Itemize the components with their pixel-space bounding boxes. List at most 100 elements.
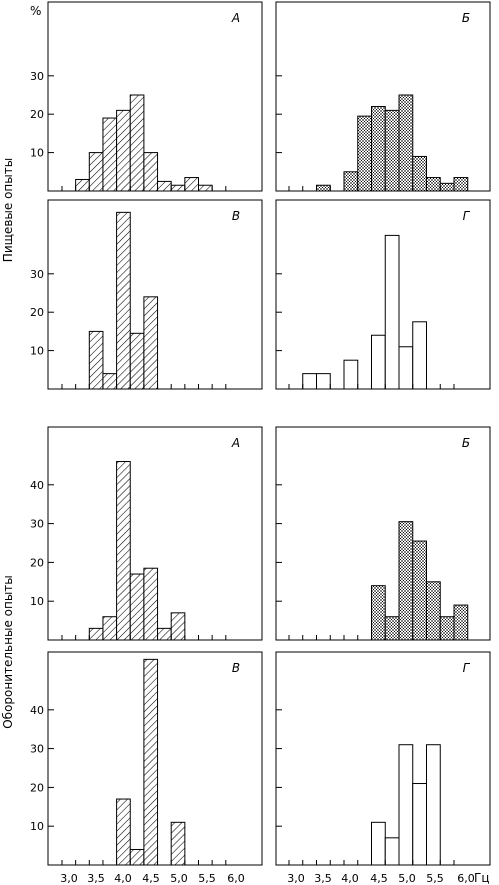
histogram-bar (75, 178, 90, 192)
histogram-bar (116, 109, 131, 192)
histogram-panel: Б (275, 1, 491, 192)
histogram-bar (426, 177, 441, 192)
histogram-bar (384, 616, 400, 641)
panel-label: Б (462, 436, 470, 450)
histogram-bar (198, 184, 213, 192)
histogram-bar (129, 573, 145, 641)
histogram-bar (371, 585, 386, 641)
histogram-bar (170, 612, 186, 641)
histogram-panel: Г (275, 199, 491, 390)
histogram-bar (371, 334, 386, 390)
histogram-bar (157, 627, 172, 641)
x-tick-label: 5,0 (170, 872, 188, 885)
x-tick-label: 5,5 (426, 872, 444, 885)
x-tick-label: 4,0 (114, 872, 132, 885)
histogram-bar (116, 211, 131, 390)
histogram-panel: А 10 20 30 (30, 1, 263, 192)
histogram-panel: А 10 20 30 40 (30, 426, 263, 641)
x-tick-labels-left: 3,0 3,5 4,0 4,5 5,0 5,5 6,0 (60, 872, 245, 885)
x-tick-label: 3,5 (314, 872, 332, 885)
panel-label: Б (462, 11, 470, 25)
histogram-bar (143, 567, 159, 641)
histogram-panel: Б (275, 426, 491, 641)
y-tick-label: 20 (30, 306, 44, 319)
histogram-bar (453, 604, 469, 641)
histogram-bar (88, 152, 104, 192)
histogram-bar (343, 359, 359, 390)
histogram-bar (88, 330, 104, 390)
histogram-bar (143, 152, 159, 192)
histogram-bar (316, 373, 331, 390)
x-unit-label: Гц (474, 871, 490, 885)
histogram-bar (439, 616, 455, 641)
histogram-bar (157, 180, 172, 192)
x-tick-labels-right: 3,0 3,5 4,0 4,5 5,0 5,5 6,0 (287, 872, 475, 885)
histogram-bar (116, 798, 131, 866)
y-tick-label: 10 (30, 147, 44, 160)
histogram-bar (371, 106, 386, 192)
histogram-bar (170, 821, 186, 866)
y-tick-label: 20 (30, 781, 44, 794)
y-tick-label: 30 (30, 518, 44, 531)
histogram-bar (412, 321, 427, 390)
histogram-bar (384, 234, 400, 390)
y-tick-label: 30 (30, 70, 44, 83)
y-tick-label: 30 (30, 743, 44, 756)
histogram-bar (102, 373, 118, 390)
histogram-bar (412, 155, 427, 192)
panel-label: Г (463, 209, 471, 223)
histogram-bar (102, 616, 118, 641)
x-tick-label: 6,0 (227, 872, 245, 885)
histogram-bar (184, 177, 200, 192)
y-tick-label: 10 (30, 595, 44, 608)
panel-label: В (232, 209, 240, 223)
x-tick-label: 5,0 (398, 872, 416, 885)
histogram-bar (88, 627, 104, 641)
histogram-bar (170, 184, 186, 192)
y-tick-label: 10 (30, 345, 44, 358)
histogram-bar (102, 117, 118, 192)
y-tick-label: 40 (30, 479, 44, 492)
histogram-bar (398, 521, 414, 641)
y-tick-label: 30 (30, 268, 44, 281)
histogram-panel: В 10 20 30 40 (30, 651, 263, 866)
histogram-bar (398, 346, 414, 390)
histogram-bar (302, 373, 317, 390)
histogram-panel: В 10 20 30 (30, 199, 263, 390)
histogram-bar (398, 744, 414, 866)
x-tick-label: 3,0 (60, 872, 78, 885)
histogram-bar (426, 744, 441, 866)
panel-label: Г (463, 661, 471, 675)
x-tick-label: 4,0 (341, 872, 359, 885)
histogram-bar (357, 115, 372, 192)
group-label-food: Пищевые опыты (1, 158, 15, 262)
histogram-bar (143, 658, 159, 866)
histogram-bar (398, 94, 414, 192)
y-tick-label: 20 (30, 556, 44, 569)
histogram-bar (453, 177, 469, 192)
histogram-bar (384, 109, 400, 192)
y-tick-label: 40 (30, 704, 44, 717)
histogram-bar (116, 461, 131, 641)
y-tick-label: 20 (30, 108, 44, 121)
panel-label: А (231, 11, 240, 25)
x-tick-label: 6,0 (457, 872, 475, 885)
histogram-bar (129, 848, 145, 866)
histogram-bar (143, 296, 159, 390)
group-label-defensive: Оборонительные опыты (1, 575, 15, 729)
histogram-bar (384, 837, 400, 866)
histogram-bar (426, 581, 441, 641)
histogram-bar (439, 182, 455, 192)
panel-label: В (232, 661, 240, 675)
histogram-panel: Г (275, 651, 491, 866)
panel-label: А (231, 436, 240, 450)
histogram-bar (412, 783, 427, 866)
histogram-bar (412, 540, 427, 641)
x-tick-label: 4,5 (142, 872, 160, 885)
histogram-bar (129, 94, 145, 192)
x-tick-label: 3,0 (287, 872, 305, 885)
percent-label: % (30, 4, 41, 18)
histogram-bar (371, 821, 386, 866)
histogram-bar (129, 332, 145, 390)
